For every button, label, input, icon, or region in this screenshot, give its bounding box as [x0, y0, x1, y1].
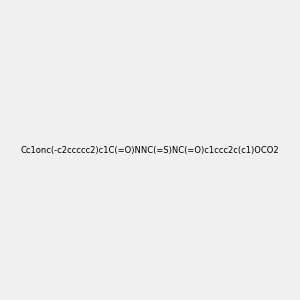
- Text: Cc1onc(-c2ccccc2)c1C(=O)NNC(=S)NC(=O)c1ccc2c(c1)OCO2: Cc1onc(-c2ccccc2)c1C(=O)NNC(=S)NC(=O)c1c…: [21, 146, 279, 154]
